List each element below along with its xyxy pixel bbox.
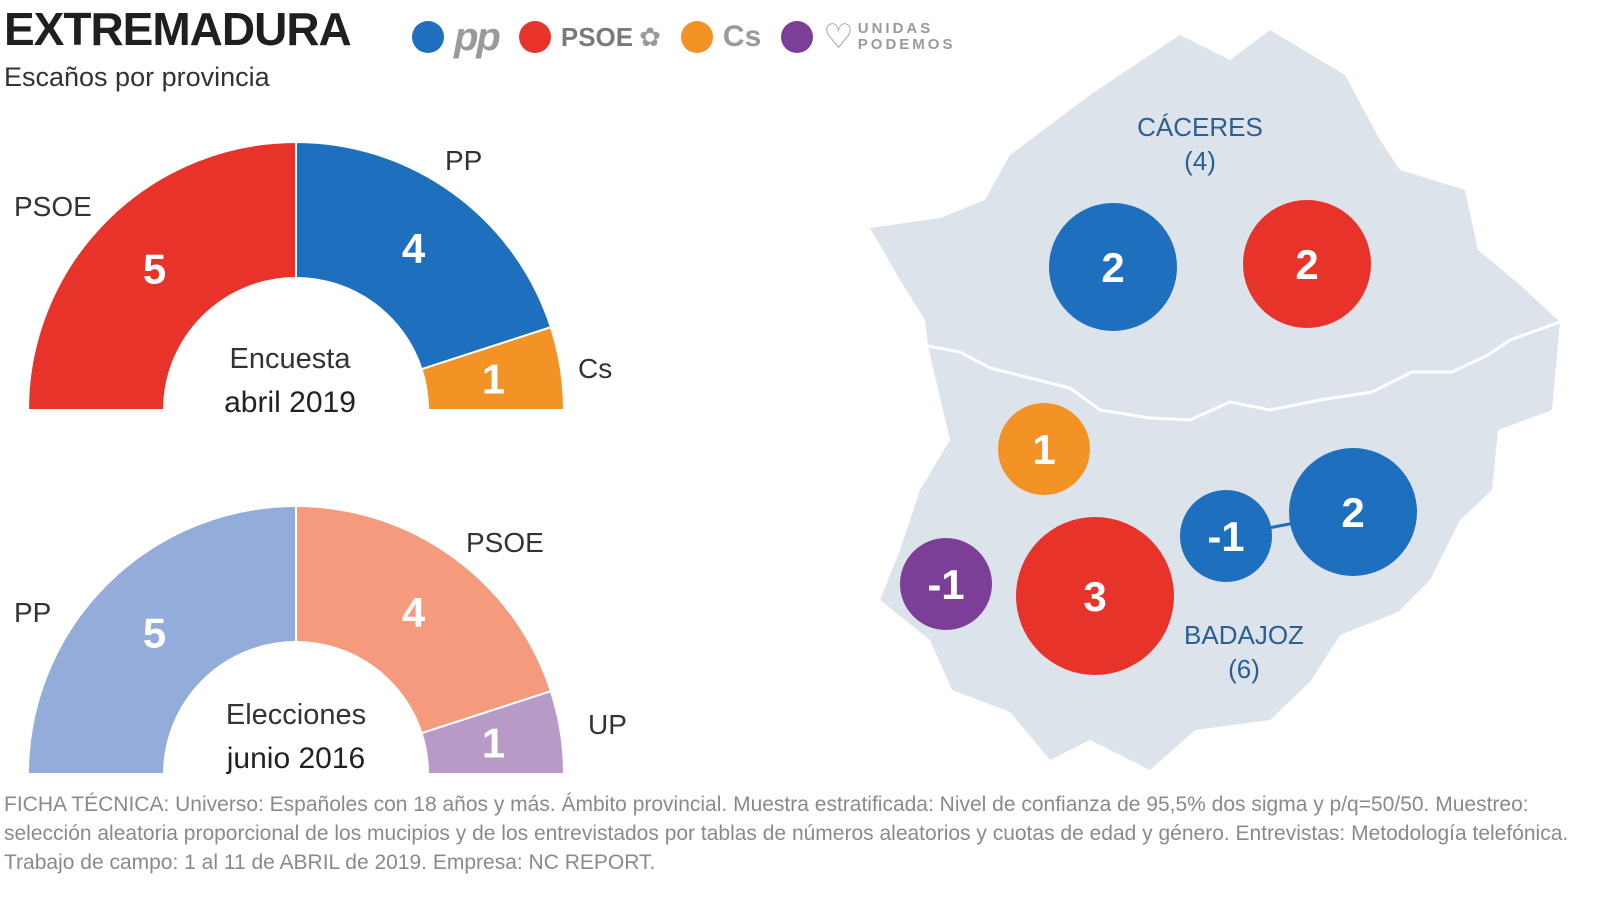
slice-cs-2019 — [420, 325, 566, 411]
slice-psoe-2016 — [295, 504, 553, 735]
slice-value-psoe-2019: 5 — [143, 246, 166, 293]
slice-value-pp-2019: 4 — [402, 225, 426, 272]
legend-item-psoe: PSOE ✿ — [518, 21, 661, 53]
bubble-badajoz-pp-3-label: -1 — [1207, 513, 1244, 560]
chart-canvas: 5 4 1 Encuesta abril 2019 PSOE PP Cs 5 4 1 E… — [14, 30, 1561, 775]
province-name-badajoz: BADAJOZ — [1184, 620, 1304, 650]
cs-logo: Cs — [722, 20, 762, 53]
chart-title: EXTREMADURA — [4, 3, 352, 55]
bubble-badajoz-cs-2 — [998, 403, 1090, 495]
legend-dot-psoe — [518, 21, 551, 53]
bubble-badajoz-pp-4 — [1289, 448, 1417, 576]
province-border — [927, 320, 1561, 422]
psoe-logo: PSOE — [560, 21, 634, 52]
slice-label-psoe-2019: PSOE — [14, 191, 92, 222]
slice-value-up-2016: 1 — [482, 720, 505, 767]
legend-item-up: ♡ UNIDAS PODEMOS — [781, 17, 955, 57]
donut-elecciones-title-line2: junio 2016 — [226, 742, 365, 775]
bubble-badajoz-cs-2-label: 1 — [1032, 426, 1055, 473]
bubble-badajoz-psoe-6 — [1016, 517, 1174, 675]
slice-value-cs-2019: 1 — [482, 356, 505, 403]
slice-pp-2019 — [295, 140, 553, 371]
slice-label-pp-2019: PP — [445, 145, 482, 176]
donut-elecciones-title-line1: Elecciones — [226, 699, 366, 731]
map-bubbles: 2 2 1 -1 2 -1 3 — [900, 200, 1417, 675]
bubble-badajoz-up-5 — [900, 538, 992, 630]
province-seats-caceres: (4) — [1184, 146, 1216, 176]
province-caceres-shape — [870, 30, 1560, 420]
province-name-caceres: CÁCERES — [1137, 112, 1263, 142]
slice-label-cs-2019: Cs — [578, 353, 612, 384]
slice-up-2016 — [420, 689, 566, 775]
bubble-caceres-psoe-1 — [1243, 200, 1371, 328]
psoe-rose-icon: ✿ — [639, 21, 661, 52]
podemos-logo-line2: PODEMOS — [857, 36, 956, 53]
legend-dot-cs — [680, 21, 713, 53]
slice-psoe-2019 — [26, 140, 297, 411]
slice-label-pp-2016: PP — [14, 597, 51, 628]
chart-subtitle: Escaños por provincia — [4, 62, 270, 92]
bubble-caceres-pp-0 — [1049, 203, 1177, 331]
legend-item-cs: Cs — [680, 20, 762, 54]
technical-note: FICHA TÉCNICA: Universo: Españoles con 1… — [4, 793, 1569, 874]
donut-encuesta-title-line2: abril 2019 — [224, 386, 356, 419]
podemos-heart-icon: ♡ — [823, 18, 854, 56]
legend: pp PSOE ✿ Cs ♡ UNIDAS PODEMOS — [412, 12, 975, 62]
legend-dot-up — [781, 21, 814, 53]
bubble-badajoz-pp-3 — [1180, 490, 1272, 582]
bubble-caceres-pp-0-label: 2 — [1101, 244, 1124, 291]
bubble-badajoz-psoe-6-label: 3 — [1083, 573, 1106, 620]
donut-encuesta: 5 4 1 — [26, 140, 566, 411]
bubble-caceres-psoe-1-label: 2 — [1295, 241, 1318, 288]
slice-value-pp-2016: 5 — [143, 610, 166, 657]
bubble-badajoz-up-5-label: -1 — [927, 561, 964, 608]
donut-encuesta-title-line1: Encuesta — [230, 343, 352, 375]
donut-elecciones: 5 4 1 — [26, 504, 566, 775]
podemos-logo: UNIDAS PODEMOS — [858, 21, 956, 53]
slice-label-psoe-2016: PSOE — [466, 527, 544, 558]
slice-label-up-2016: UP — [588, 709, 627, 740]
province-seats-badajoz: (6) — [1228, 654, 1260, 684]
map-extremadura: 2 2 1 -1 2 -1 3 CÁCERES (4) BADAJOZ (6) — [870, 30, 1561, 770]
legend-dot-pp — [412, 21, 444, 53]
podemos-logo-line1: UNIDAS — [857, 20, 934, 37]
bubble-badajoz-pp-4-label: 2 — [1341, 489, 1364, 536]
slice-value-psoe-2016: 4 — [402, 589, 426, 636]
legend-item-pp: pp — [412, 14, 501, 60]
slice-pp-2016 — [26, 504, 297, 775]
pp-logo: pp — [454, 14, 501, 59]
